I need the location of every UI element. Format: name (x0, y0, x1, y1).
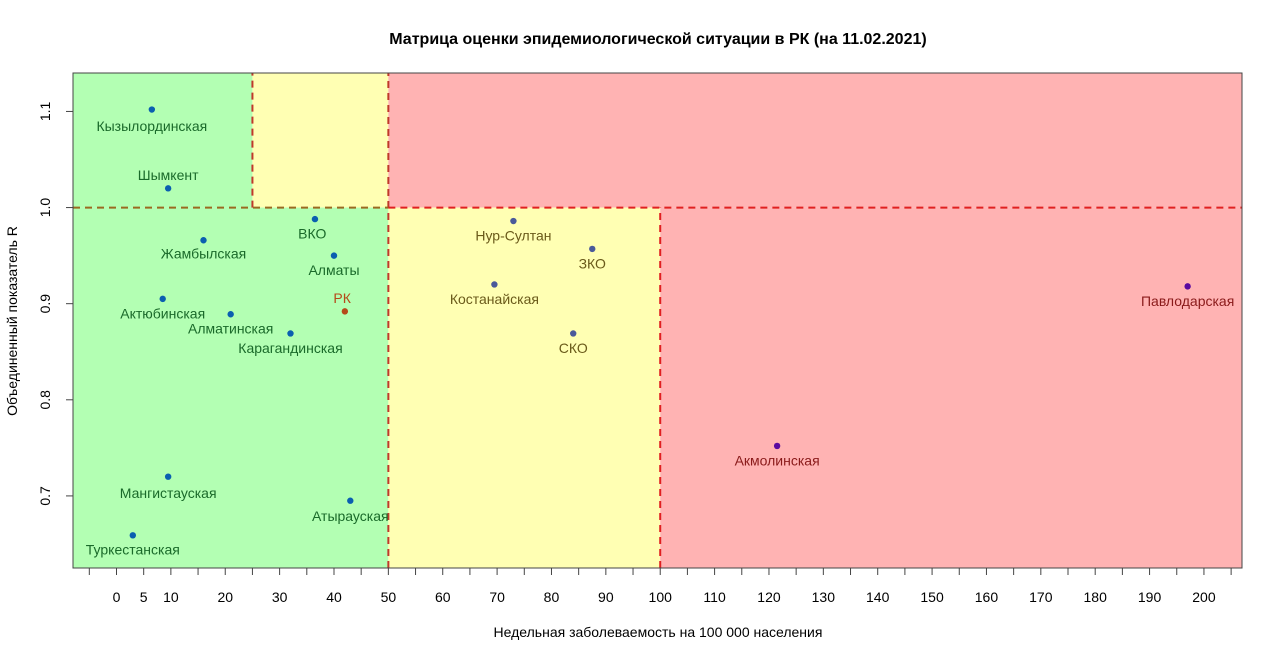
x-tick-label: 70 (489, 589, 505, 605)
point-marker (589, 245, 596, 253)
x-tick-label: 200 (1192, 589, 1216, 605)
point-label: Жамбылская (161, 246, 246, 262)
point-marker (287, 330, 294, 337)
point-label: Костанайская (450, 291, 539, 307)
point-label: Атырауская (312, 508, 389, 524)
x-tick-label: 50 (381, 589, 397, 605)
zone-4 (73, 207, 389, 568)
x-tick-label: 130 (812, 589, 836, 605)
point-marker (773, 442, 781, 450)
y-tick-label: 0.8 (37, 390, 53, 410)
x-tick-label: 160 (975, 589, 999, 605)
x-tick-label: 180 (1084, 589, 1108, 605)
point-label: ЗКО (579, 255, 606, 271)
x-tick-label: 190 (1138, 589, 1162, 605)
zones (73, 73, 1242, 568)
y-tick-label: 1.0 (37, 198, 53, 218)
point-marker (311, 215, 319, 223)
point-label: СКО (559, 340, 588, 356)
x-tick-label: 10 (163, 589, 179, 605)
x-tick-label: 100 (649, 589, 673, 605)
point-label: Акмолинская (735, 452, 820, 468)
point-label: Алматинская (188, 321, 273, 337)
x-tick-label: 20 (217, 589, 233, 605)
zone-1 (73, 73, 253, 208)
point-label: Нур-Султан (475, 227, 551, 243)
point-marker (347, 497, 354, 504)
zone-3 (388, 73, 1242, 208)
x-tick-label: 80 (544, 589, 560, 605)
y-tick-label: 0.9 (37, 294, 53, 314)
threshold-lines (73, 73, 1242, 568)
point-marker (164, 185, 172, 192)
point-label: РК (333, 290, 351, 306)
x-tick-label: 120 (757, 589, 781, 605)
zone-6 (660, 207, 1242, 568)
point-marker (159, 295, 166, 303)
point-marker (341, 308, 349, 315)
point-marker (129, 532, 137, 539)
chart-title: Матрица оценки эпидемиологической ситуац… (389, 31, 926, 48)
zone-5 (388, 207, 661, 568)
x-tick-label: 170 (1029, 589, 1053, 605)
x-tick-label: 140 (866, 589, 890, 605)
x-tick-label: 40 (326, 589, 342, 605)
x-axis: 0 5 10 20 30 40 50 60 70 80 90 100 110 120 130 140 150 16… (88, 567, 1232, 605)
x-tick-label: 150 (920, 589, 944, 605)
point-label: Карагандинская (238, 340, 342, 356)
y-tick-label: 0.7 (37, 486, 53, 506)
point-label: Кызылординская (96, 118, 207, 134)
point-label: Туркестанская (86, 542, 180, 558)
point-marker (1184, 283, 1191, 290)
point-marker (330, 252, 338, 259)
point-label: Павлодарская (1141, 293, 1234, 309)
point-marker (510, 217, 517, 225)
x-tick-label: 90 (598, 589, 614, 605)
x-axis-label: Недельная заболеваемость на 100 000 насе… (494, 624, 823, 640)
y-tick-label: 1.1 (37, 102, 53, 122)
point-label: Актюбинская (120, 305, 205, 321)
point-label: Мангистауская (120, 485, 217, 501)
point-marker (148, 106, 156, 113)
point-label: Шымкент (138, 167, 199, 183)
y-axis: 0.7 0.8 0.9 1.0 1.1 (37, 102, 73, 506)
x-tick-label: 110 (703, 589, 726, 605)
zone-2 (252, 73, 389, 208)
point-label: ВКО (298, 226, 326, 242)
x-tick-label: 0 (113, 589, 121, 605)
data-points: Кызылординская Шымкент ВКО Жамбылская Алматы… (86, 106, 1234, 558)
x-tick-label: 60 (435, 589, 451, 605)
point-label: Алматы (308, 262, 359, 278)
x-tick-label: 5 (140, 589, 148, 605)
point-marker (227, 311, 234, 318)
y-axis-label: Объединенный показатель R (4, 226, 20, 416)
point-marker (491, 281, 498, 288)
point-marker (164, 473, 172, 480)
x-tick-label: 30 (272, 589, 288, 605)
point-marker (200, 237, 207, 244)
point-marker (570, 330, 577, 337)
